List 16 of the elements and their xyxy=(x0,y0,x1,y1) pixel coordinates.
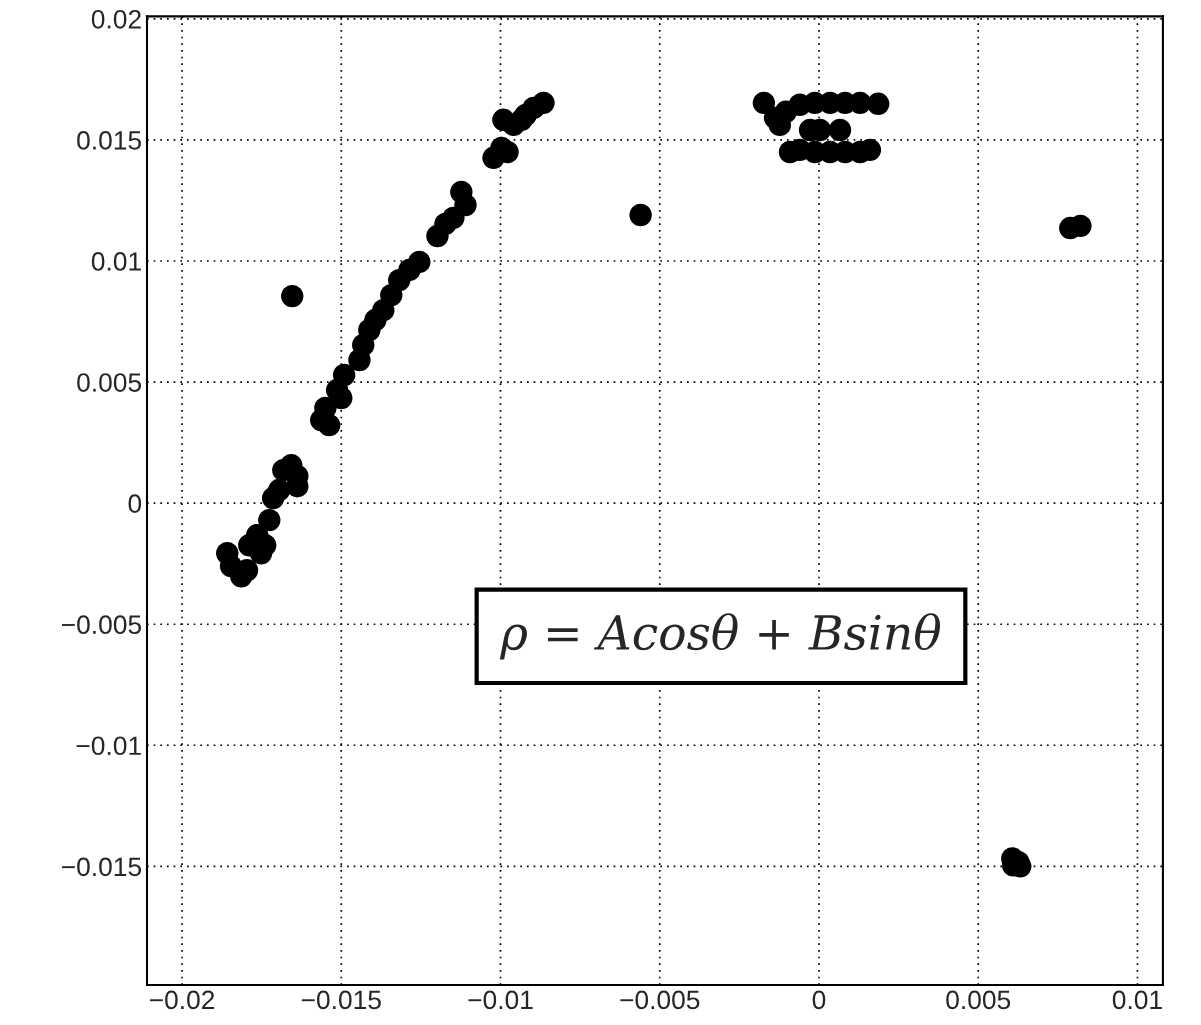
x-tick-label: −0.02 xyxy=(149,990,215,1010)
x-tick-label: 0.01 xyxy=(1112,990,1162,1010)
y-tick-label: 0.015 xyxy=(77,131,142,150)
x-tick-label: 0.005 xyxy=(946,990,1011,1010)
y-tick-label: −0.005 xyxy=(62,615,142,635)
y-tick-label: −0.015 xyxy=(62,857,142,877)
x-tick-label: −0.005 xyxy=(620,990,700,1010)
y-tick-label: −0.01 xyxy=(76,736,141,756)
y-tick-label: 0.01 xyxy=(91,252,141,271)
x-tick-label: −0.01 xyxy=(468,990,533,1010)
x-tick-label: 0 xyxy=(812,990,826,1010)
y-tick-label: 0.005 xyxy=(77,373,142,392)
annotation: ρ = Acosθ + Bsinθ xyxy=(499,613,941,660)
y-tick-label: 0 xyxy=(128,494,142,513)
y-tick-label: 0.02 xyxy=(91,9,141,29)
x-tick-label: −0.015 xyxy=(301,990,381,1010)
